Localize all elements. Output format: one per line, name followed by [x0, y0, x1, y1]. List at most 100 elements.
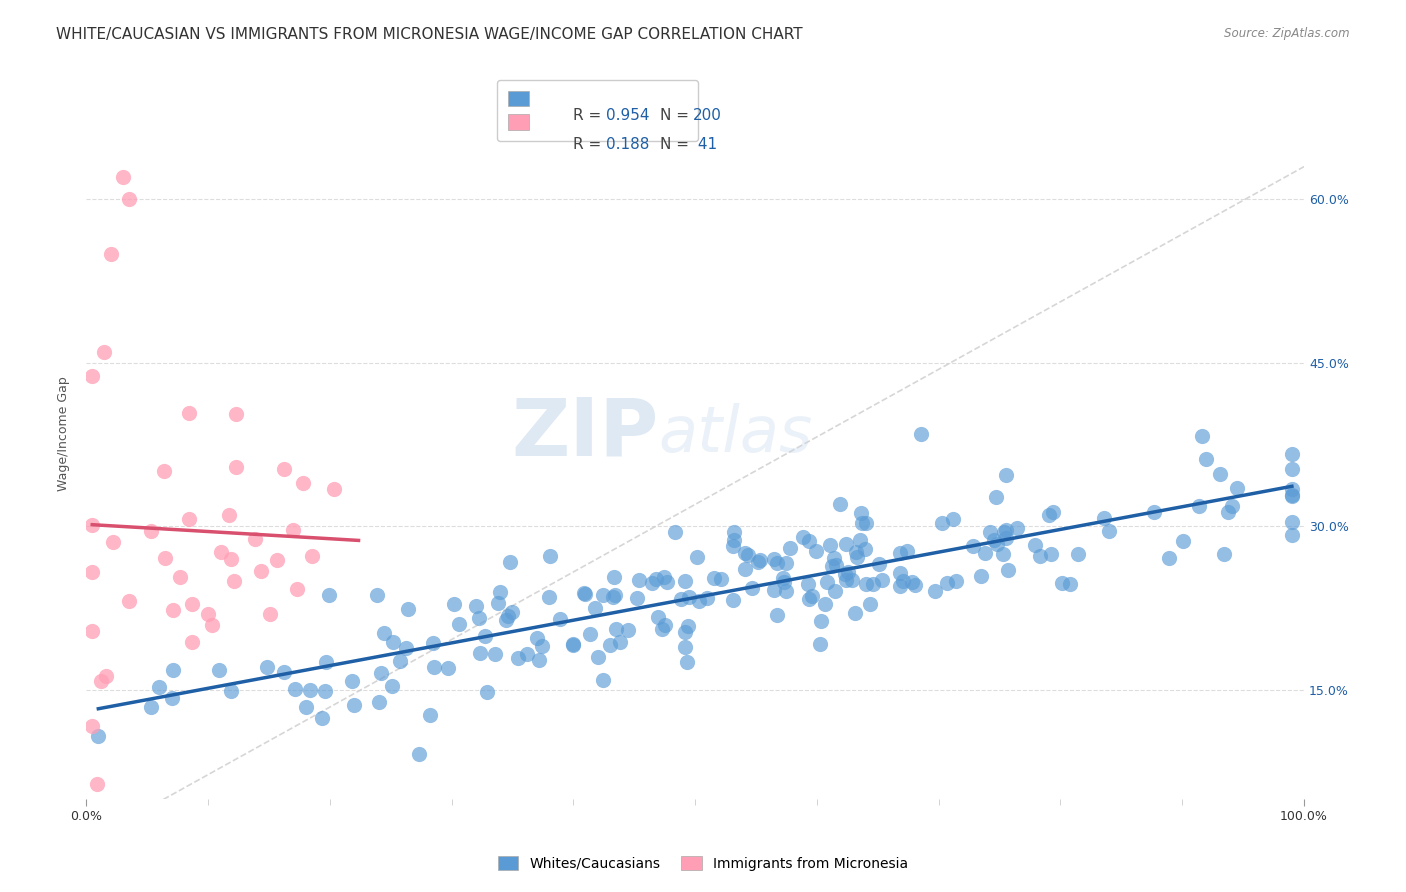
Point: [201, 617, 224, 632]
Point: [671, 592, 693, 607]
Point: [162, 603, 184, 617]
Point: [139, 524, 162, 538]
Point: [855, 577, 877, 591]
Point: [177, 406, 200, 420]
Point: [250, 564, 273, 578]
Point: [995, 468, 1018, 483]
Point: [301, 549, 323, 563]
Point: [1226, 482, 1249, 496]
Point: [419, 708, 441, 723]
Point: [118, 593, 141, 607]
Point: [841, 573, 863, 587]
Point: [605, 622, 627, 636]
Point: [859, 598, 882, 612]
Point: [997, 563, 1019, 577]
Point: [181, 597, 204, 611]
Point: [218, 508, 240, 522]
Point: [273, 462, 295, 476]
Point: [285, 582, 308, 596]
Text: R =: R =: [574, 137, 602, 152]
Point: [626, 591, 648, 606]
Point: [295, 700, 318, 714]
Point: [1042, 505, 1064, 519]
Point: [82, 565, 104, 579]
Point: [465, 599, 488, 614]
Point: [721, 539, 744, 553]
Point: [225, 407, 247, 421]
Point: [609, 635, 631, 649]
Point: [763, 552, 786, 566]
Point: [983, 533, 1005, 547]
Point: [1028, 549, 1050, 563]
Point: [318, 588, 340, 602]
Point: [408, 747, 430, 761]
Point: [835, 574, 858, 588]
Point: [810, 614, 832, 628]
Point: [495, 613, 517, 627]
Point: [1092, 511, 1115, 525]
Point: [496, 609, 519, 624]
Point: [87, 729, 110, 743]
Point: [1059, 577, 1081, 591]
Point: [1039, 547, 1062, 561]
Point: [197, 607, 219, 621]
Point: [394, 641, 416, 656]
Point: [443, 597, 465, 611]
Point: [889, 566, 911, 581]
Point: [686, 549, 709, 564]
Text: 0.954: 0.954: [606, 108, 650, 123]
Point: [219, 684, 242, 698]
Point: [373, 626, 395, 640]
Point: [527, 653, 550, 667]
Point: [389, 654, 412, 668]
Point: [1281, 488, 1303, 502]
Point: [118, 192, 141, 206]
Point: [970, 569, 993, 583]
Point: [901, 575, 924, 590]
Point: [382, 635, 405, 649]
Point: [673, 625, 696, 640]
Point: [979, 524, 1001, 539]
Point: [1209, 467, 1232, 481]
Point: [762, 582, 785, 597]
Point: [797, 576, 820, 591]
Point: [1143, 505, 1166, 519]
Point: [468, 611, 491, 625]
Legend:                               ,                               : ,: [498, 79, 699, 141]
Y-axis label: Wage/Income Gap: Wage/Income Gap: [58, 376, 70, 491]
Point: [645, 572, 668, 586]
Point: [340, 674, 363, 689]
Point: [243, 532, 266, 546]
Point: [986, 537, 1008, 551]
Text: 0.188: 0.188: [606, 137, 650, 152]
Point: [506, 650, 529, 665]
Point: [823, 550, 845, 565]
Point: [1281, 447, 1303, 461]
Point: [537, 591, 560, 605]
Point: [984, 490, 1007, 504]
Point: [177, 512, 200, 526]
Point: [82, 719, 104, 733]
Point: [284, 681, 307, 696]
Point: [368, 695, 391, 709]
Point: [366, 589, 388, 603]
Point: [845, 545, 868, 559]
Point: [592, 588, 614, 602]
Point: [723, 524, 745, 539]
Point: [538, 549, 561, 563]
Point: [603, 588, 626, 602]
Point: [93, 344, 115, 359]
Point: [775, 583, 797, 598]
Text: 200: 200: [693, 108, 721, 123]
Point: [824, 558, 846, 573]
Point: [1157, 550, 1180, 565]
Point: [82, 518, 104, 533]
Point: [775, 557, 797, 571]
Point: [562, 637, 585, 651]
Point: [974, 546, 997, 560]
Point: [962, 539, 984, 553]
Point: [515, 648, 537, 662]
Point: [548, 612, 571, 626]
Point: [993, 547, 1015, 561]
Point: [155, 551, 177, 566]
